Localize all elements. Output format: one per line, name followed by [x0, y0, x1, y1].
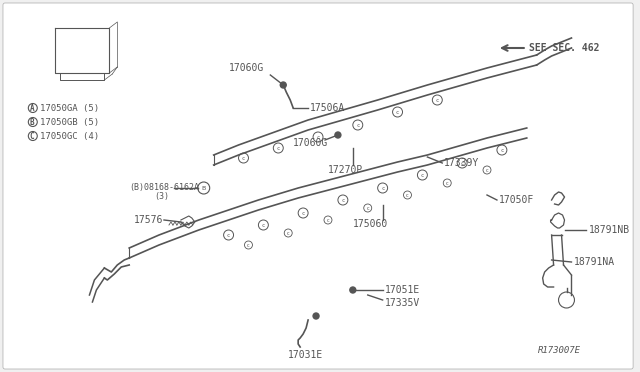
Text: C: C [29, 131, 34, 141]
Text: 17060G: 17060G [228, 63, 264, 73]
Text: SEE SEC. 462: SEE SEC. 462 [529, 43, 599, 53]
Text: 17270P: 17270P [328, 165, 364, 175]
Circle shape [280, 82, 286, 88]
FancyBboxPatch shape [83, 33, 92, 49]
Text: c: c [247, 243, 250, 247]
Text: A: A [29, 103, 34, 112]
Text: c: c [341, 198, 344, 202]
Text: 17050GC (4): 17050GC (4) [40, 131, 99, 141]
Text: (3): (3) [154, 192, 169, 201]
Text: 17050GB (5): 17050GB (5) [40, 118, 99, 126]
Text: (B)08168-6162A: (B)08168-6162A [129, 183, 199, 192]
Text: c: c [381, 186, 384, 190]
Circle shape [313, 313, 319, 319]
Text: c: c [367, 205, 369, 211]
Text: 18791NB: 18791NB [588, 225, 630, 235]
Text: c: c [356, 122, 360, 128]
Text: 175060: 175060 [353, 219, 388, 229]
Text: 17060G: 17060G [293, 138, 328, 148]
Text: c: c [486, 167, 488, 173]
Text: c: c [396, 109, 399, 115]
FancyBboxPatch shape [61, 33, 70, 49]
Text: c: c [227, 232, 230, 237]
Text: c: c [262, 222, 265, 228]
Text: 17506A: 17506A [310, 103, 346, 113]
Text: 18791NA: 18791NA [573, 257, 614, 267]
Polygon shape [60, 73, 104, 80]
Text: 17050GA (5): 17050GA (5) [40, 103, 99, 112]
Text: c: c [287, 231, 289, 235]
Text: B: B [202, 186, 206, 190]
Text: c: c [446, 180, 449, 186]
FancyBboxPatch shape [3, 3, 633, 369]
Polygon shape [54, 28, 109, 73]
Text: R173007E: R173007E [538, 346, 581, 355]
Text: 17576: 17576 [134, 215, 164, 225]
Text: B: B [29, 118, 34, 126]
Circle shape [350, 287, 356, 293]
Text: 17051E: 17051E [385, 285, 420, 295]
Circle shape [335, 132, 341, 138]
Text: c: c [276, 145, 280, 151]
Text: c: c [436, 97, 439, 103]
Text: 17031E: 17031E [288, 350, 323, 360]
Text: c: c [326, 218, 330, 222]
Text: 17339Y: 17339Y [444, 158, 479, 168]
FancyBboxPatch shape [72, 33, 81, 49]
Text: c: c [301, 211, 305, 215]
Text: c: c [500, 148, 504, 153]
Text: c: c [406, 192, 409, 198]
Text: 17050F: 17050F [499, 195, 534, 205]
Text: c: c [420, 173, 424, 177]
Text: c: c [242, 155, 245, 160]
Text: c: c [461, 160, 464, 166]
FancyBboxPatch shape [95, 33, 104, 49]
Text: c: c [316, 135, 319, 140]
Text: 17335V: 17335V [385, 298, 420, 308]
